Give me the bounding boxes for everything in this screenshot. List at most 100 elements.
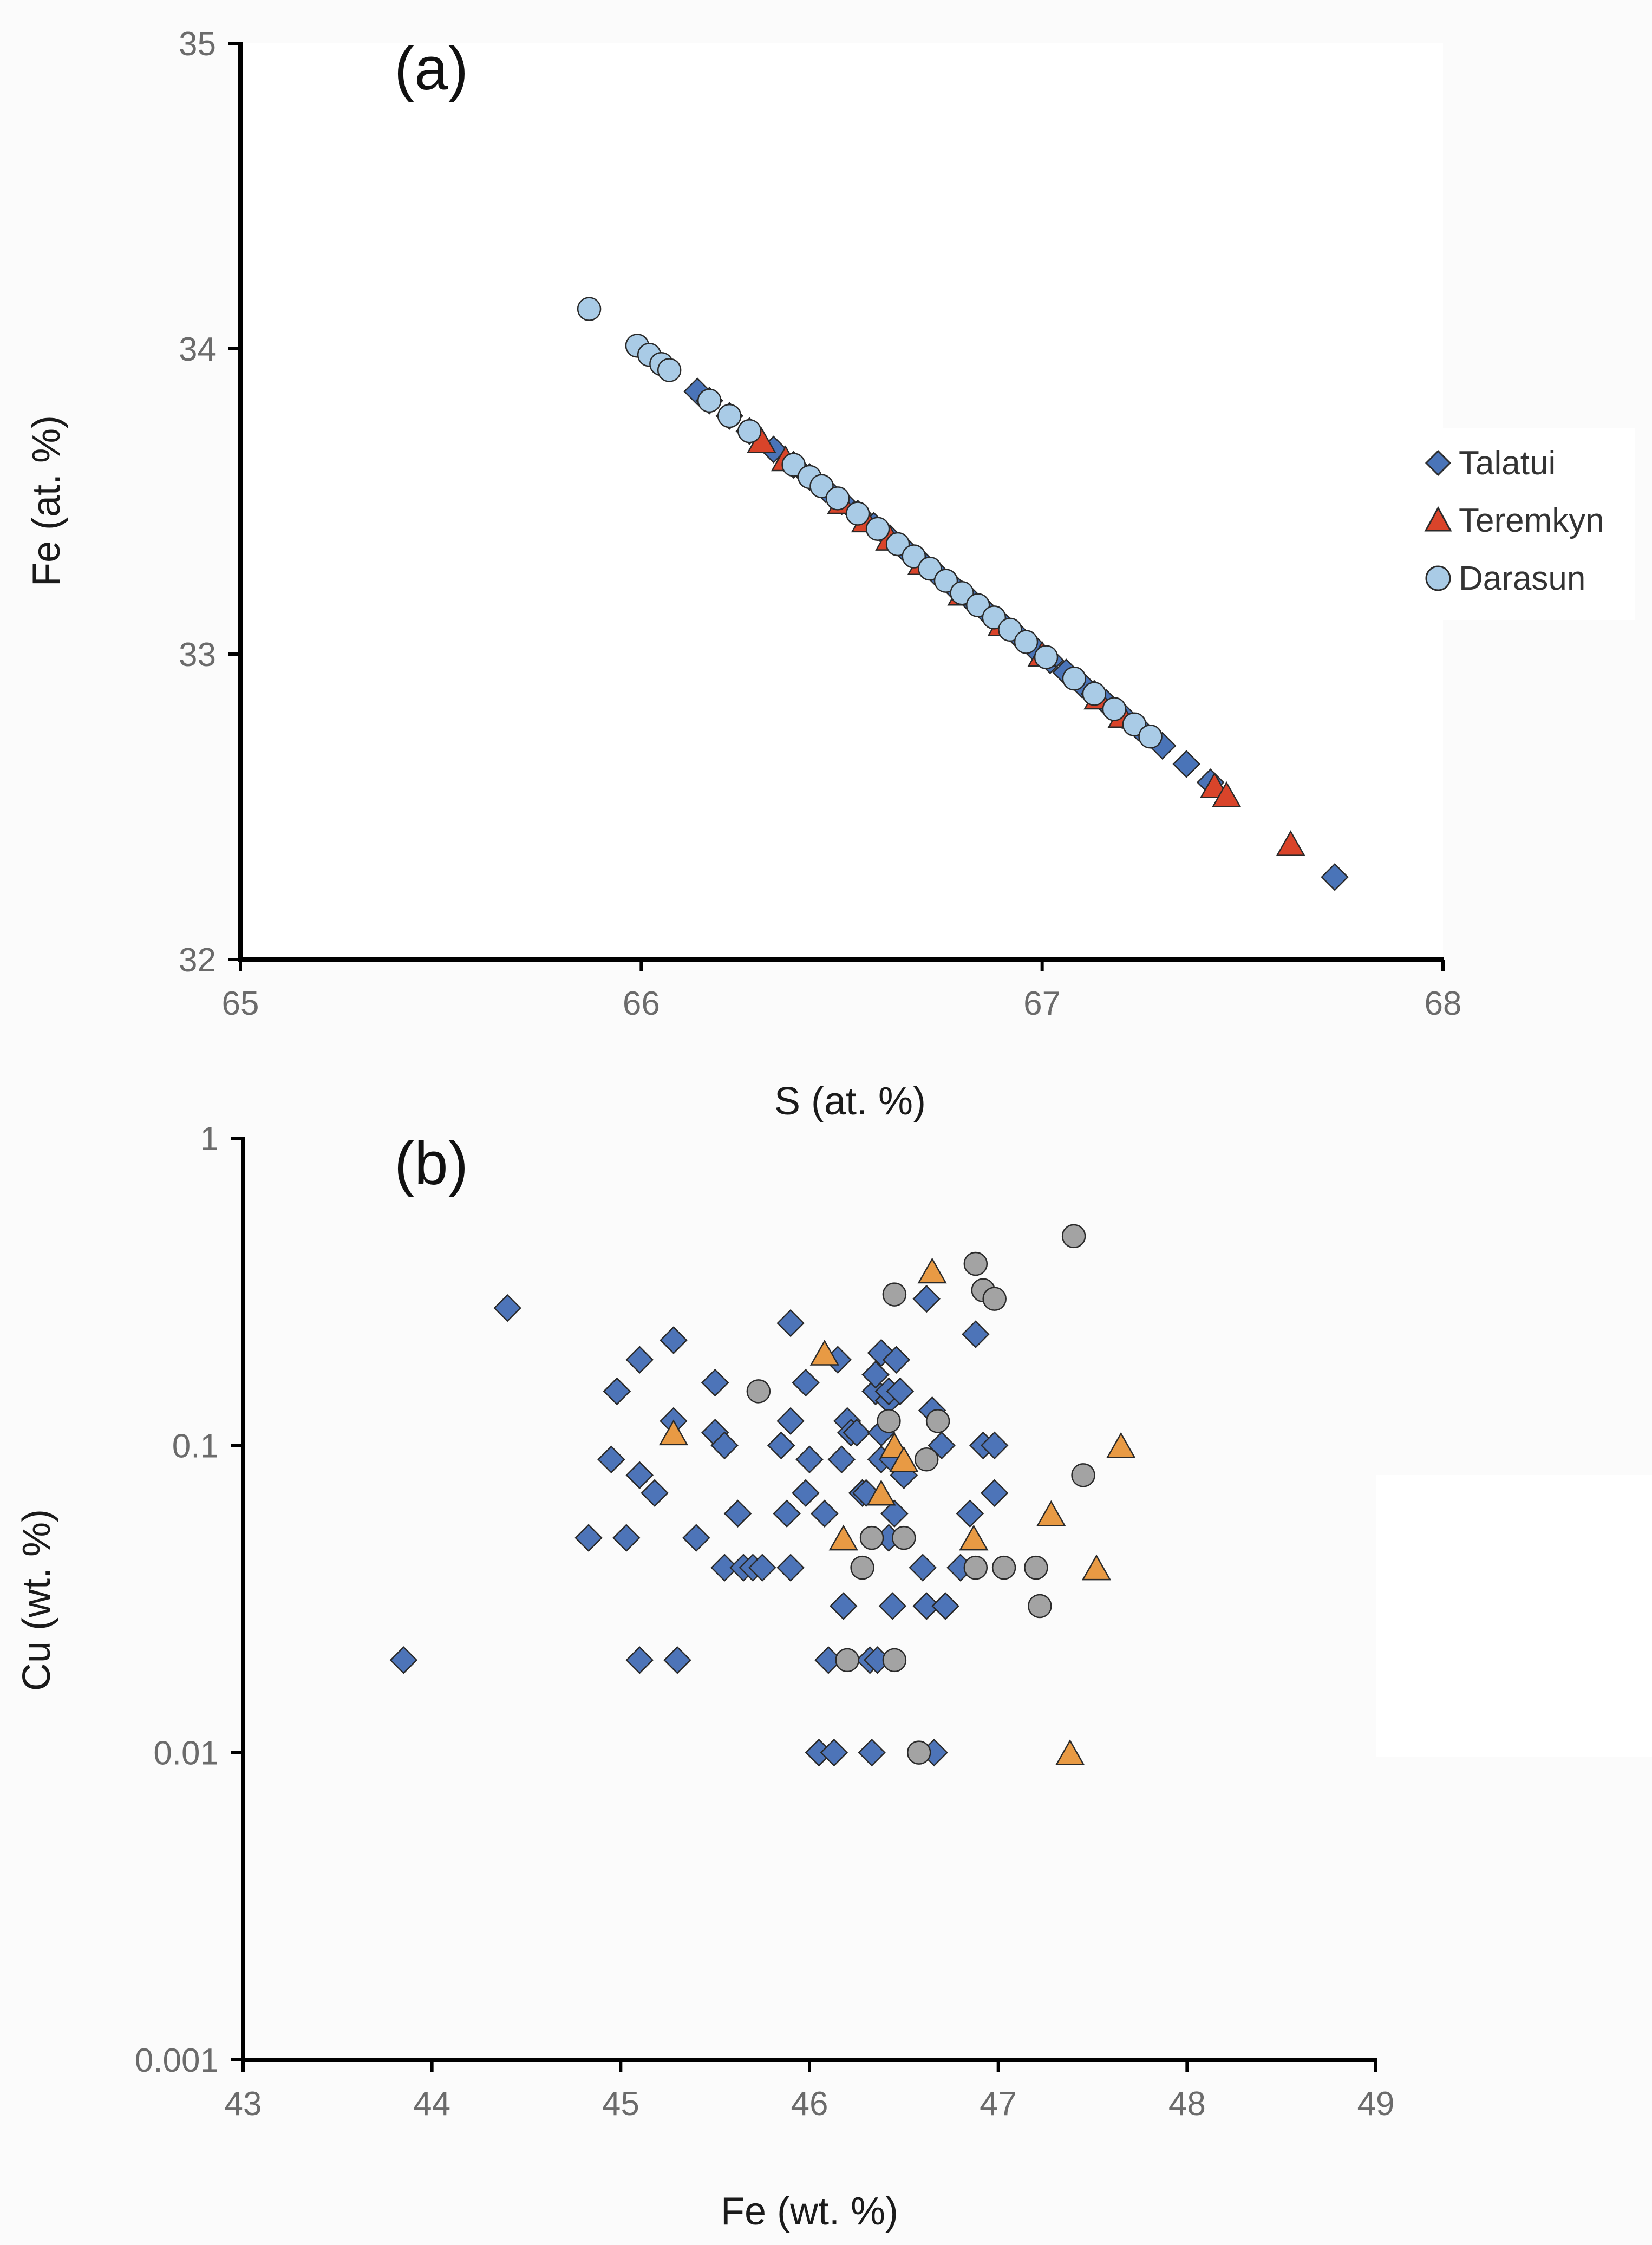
data-point-circle [1024,1555,1048,1580]
data-point-diamond [858,1738,886,1767]
data-point-diamond [792,1479,820,1507]
data-point-darasun [965,593,990,618]
y-tick-label: 35 [179,25,216,63]
data-point-darasun [697,388,722,413]
data-point-diamond [820,1738,848,1767]
y-tick-label: 32 [179,942,216,979]
data-point-diamond [980,1431,1009,1460]
x-tick-label: 43 [225,2085,262,2123]
panel-b-plot-area [243,1138,1376,2060]
data-point-teremkyn [1276,830,1305,856]
data-point-darasun [1102,697,1127,721]
data-point-diamond [980,1479,1009,1507]
data-point-triangle [658,1419,689,1446]
panel-b-right-white-area [1376,1475,1652,1757]
panel-b-label: (b) [394,1130,468,1197]
data-point-diamond [776,1407,805,1435]
data-point-triangle [1036,1500,1066,1526]
data-point-darasun [577,297,602,321]
data-point-diamond [811,1499,839,1528]
data-point-circle [963,1251,988,1276]
y-tick-label: 0.1 [172,1427,219,1465]
data-point-darasun [845,501,870,526]
data-point-darasun [1034,645,1059,669]
data-point-darasun [825,486,850,511]
panel-b-y-axis-title: Cu (wt. %) [15,1509,58,1691]
data-point-circle [882,1648,907,1673]
panel-a-label: (a) [394,35,468,102]
data-point-diamond [882,1346,911,1374]
panel-a-ticks: 65 66 67 68 32 33 34 35 [179,25,1461,1022]
data-point-circle [835,1648,859,1673]
data-point-diamond [625,1461,654,1490]
panel-b: 43 44 45 46 47 48 49 0.001 0.01 0.1 1 (b) Fe (wt. … [15,1120,1652,2233]
data-point-diamond [612,1524,641,1552]
data-point-darasun [1082,682,1107,706]
panel-a: 65 66 67 68 32 33 34 35 (a) S (at. %) Fe (at. %… [25,25,1635,1123]
data-point-diamond [748,1554,776,1582]
data-point-triangle [809,1340,840,1366]
data-point-circle [859,1525,884,1550]
legend-entry-teremkyn: Teremkyn [1424,502,1604,539]
data-point-circle [925,1409,950,1433]
data-point-circle [982,1287,1007,1311]
data-point-circle [1061,1224,1086,1249]
data-point-darasun [657,358,682,382]
legend-entry-darasun: Darasun [1425,560,1585,597]
panel-a-x-axis-title: S (at. %) [774,1080,926,1123]
x-tick-label: 44 [413,2085,450,2123]
panel-a-y-axis-title: Fe (at. %) [25,415,68,586]
data-point-circle [906,1740,931,1765]
data-point-darasun [865,517,890,541]
data-point-circle [877,1409,901,1433]
x-tick-label: 48 [1168,2085,1206,2123]
data-point-triangle [889,1446,919,1472]
data-point-diamond [767,1431,795,1460]
data-point-darasun [1122,712,1147,736]
x-tick-label: 65 [222,985,259,1022]
data-point-triangle [959,1524,989,1551]
panel-b-ticks: 43 44 45 46 47 48 49 0.001 0.01 0.1 1 [135,1120,1395,2123]
data-point-diamond [603,1377,631,1406]
data-point-darasun [1062,666,1087,691]
x-tick-label: 47 [980,2085,1017,2123]
panel-a-legend: Talatui Teremkyn Darasun [1402,428,1635,620]
legend-label-talatui: Talatui [1459,445,1556,482]
data-point-darasun [918,556,942,581]
data-point-diamond [956,1499,984,1528]
data-point-darasun [885,532,910,557]
y-tick-label: 0.01 [153,1735,219,1772]
data-point-circle [914,1447,939,1472]
data-point-diamond [931,1592,959,1620]
x-tick-label: 46 [791,2085,828,2123]
data-point-diamond [909,1554,937,1582]
data-point-triangle [1055,1739,1085,1765]
data-point-circle [892,1525,916,1550]
data-point-diamond [843,1419,871,1447]
data-point-diamond [625,1346,654,1374]
data-point-diamond [663,1646,691,1674]
data-point-darasun [809,474,834,499]
data-point-diamond [962,1320,990,1348]
data-point-diamond [701,1368,729,1397]
panel-b-data-points [389,1224,1136,1767]
data-point-diamond [660,1326,688,1354]
data-point-darasun [1014,630,1039,654]
data-point-diamond [829,1592,858,1620]
data-point-diamond [827,1445,856,1474]
data-point-darasun [982,605,1007,630]
data-point-darasun [998,617,1022,642]
data-point-diamond [641,1479,669,1507]
panel-a-data-points [577,297,1349,891]
x-tick-label: 49 [1357,2085,1395,2123]
data-point-diamond [682,1524,710,1552]
data-point-circle [963,1555,988,1580]
legend-circle-marker [1425,565,1451,591]
y-tick-label: 33 [179,636,216,674]
legend-label-teremkyn: Teremkyn [1459,502,1604,539]
data-point-diamond [493,1294,521,1322]
data-point-darasun [1138,725,1163,749]
data-point-diamond [776,1554,805,1582]
data-point-diamond [389,1646,418,1674]
